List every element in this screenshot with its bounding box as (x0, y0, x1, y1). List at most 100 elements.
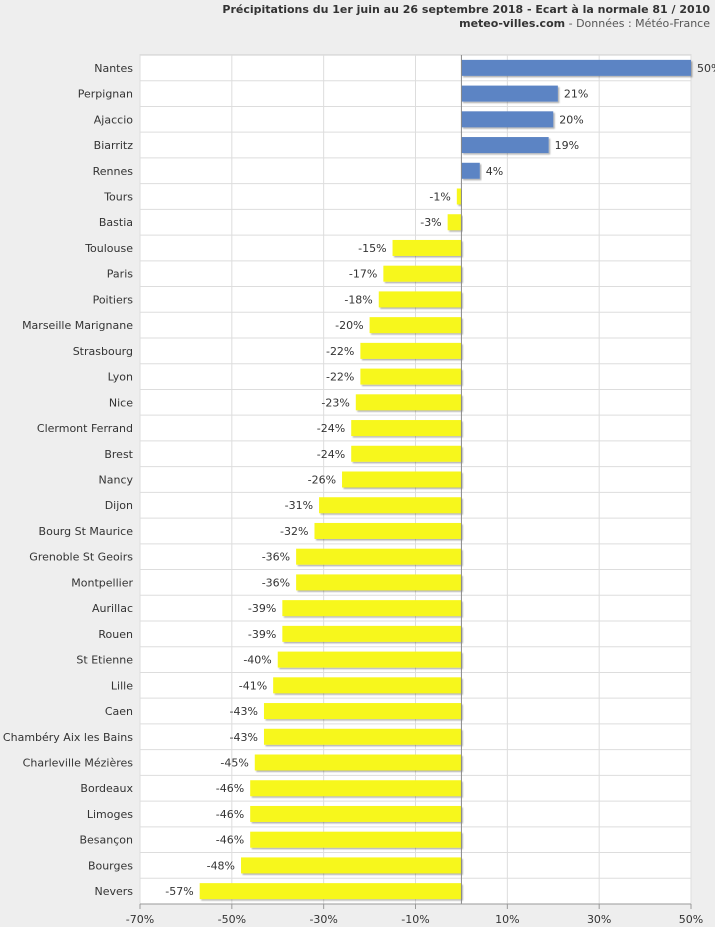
value-label: -1% (429, 191, 450, 204)
category-label: Nantes (94, 62, 133, 75)
value-label: -20% (335, 319, 363, 332)
category-label: Caen (105, 705, 133, 718)
category-label: Paris (107, 268, 133, 281)
category-label: Aurillac (92, 602, 133, 615)
x-tick-label: 30% (587, 913, 611, 926)
category-label: Tours (103, 191, 133, 204)
value-labels: 50% 21% 20% 19% 4% -1% -3% -15% -17% -18% -20% -22%… (165, 62, 715, 898)
x-tick-label: -10% (401, 913, 429, 926)
value-label: -3% (420, 216, 441, 229)
value-label: 21% (564, 88, 588, 101)
value-label: -22% (326, 345, 354, 358)
category-label: Limoges (87, 808, 133, 821)
category-label: Besançon (79, 834, 133, 847)
bar (250, 805, 462, 822)
chart-header: Précipitations du 1er juin au 26 septemb… (5, 3, 710, 31)
value-label: -36% (262, 551, 290, 564)
bar (319, 497, 462, 514)
x-tick-label: 50% (679, 913, 703, 926)
value-label: -57% (165, 885, 193, 898)
bar (461, 59, 691, 76)
category-label: Biarritz (94, 139, 134, 152)
category-label: Nevers (94, 885, 133, 898)
bars-group (199, 55, 691, 904)
category-label: Lille (111, 679, 133, 692)
chart-subtitle: meteo-villes.com - Données : Météo-Franc… (5, 17, 710, 31)
category-label: Poitiers (93, 293, 134, 306)
category-label: Clermont Ferrand (37, 422, 133, 435)
x-axis-ticks: -70% -50% -30% -10% 10% 30% 50% (126, 903, 703, 926)
category-label: Charleville Mézières (23, 757, 134, 770)
value-label: -46% (216, 782, 244, 795)
category-label: Toulouse (84, 242, 133, 255)
value-label: 50% (697, 62, 715, 75)
category-label: Ajaccio (94, 113, 133, 126)
category-label: Bastia (99, 216, 133, 229)
bar (360, 342, 462, 359)
bar (273, 677, 462, 694)
bar (277, 651, 462, 668)
bar (392, 239, 462, 256)
value-label: -31% (285, 499, 313, 512)
value-label: -22% (326, 371, 354, 384)
bar (250, 831, 462, 848)
bar (461, 162, 480, 179)
category-label: Marseille Marignane (22, 319, 133, 332)
value-label: -26% (308, 474, 336, 487)
bar (369, 317, 462, 334)
bar (456, 188, 462, 205)
bar (461, 111, 554, 128)
chart-title: Précipitations du 1er juin au 26 septemb… (222, 3, 710, 16)
category-label: Brest (104, 448, 133, 461)
category-label: Nice (109, 396, 133, 409)
bar (342, 471, 462, 488)
data-source: - Données : Météo-France (565, 17, 710, 30)
category-label: Bordeaux (80, 782, 133, 795)
value-label: -46% (216, 808, 244, 821)
x-tick-label: -30% (309, 913, 337, 926)
bar (263, 728, 462, 745)
value-label: -43% (230, 705, 258, 718)
category-labels: Nantes Perpignan Ajaccio Biarritz Rennes Tour… (3, 62, 134, 898)
bar (314, 522, 462, 539)
category-label: Dijon (105, 499, 133, 512)
bar (250, 780, 462, 797)
category-label: Rennes (93, 165, 134, 178)
value-label: -39% (248, 628, 276, 641)
bar (241, 857, 462, 874)
bar (383, 265, 462, 282)
bar (360, 368, 462, 385)
value-label: -41% (239, 679, 267, 692)
site-name: meteo-villes.com (459, 17, 566, 30)
value-label: -17% (349, 268, 377, 281)
value-label: -32% (280, 525, 308, 538)
bar (447, 214, 462, 231)
value-label: -39% (248, 602, 276, 615)
bar (282, 600, 462, 617)
value-label: -40% (243, 654, 271, 667)
category-label: Nancy (99, 474, 134, 487)
bar (254, 754, 462, 771)
bar (296, 574, 462, 591)
category-label: Chambéry Aix les Bains (3, 731, 133, 744)
value-label: -43% (230, 731, 258, 744)
value-label: -24% (317, 422, 345, 435)
value-label: -23% (321, 396, 349, 409)
category-label: Rouen (98, 628, 133, 641)
value-label: 19% (555, 139, 579, 152)
bar (263, 703, 462, 720)
x-tick-label: 10% (495, 913, 519, 926)
value-label: -15% (358, 242, 386, 255)
value-label: -36% (262, 576, 290, 589)
x-tick-label: -70% (126, 913, 154, 926)
category-label: Montpellier (71, 576, 133, 589)
category-label: St Etienne (76, 654, 133, 667)
value-label: -46% (216, 834, 244, 847)
bar (296, 548, 462, 565)
bar (378, 291, 462, 308)
value-label: 20% (559, 113, 583, 126)
bar (355, 394, 462, 411)
value-label: -24% (317, 448, 345, 461)
value-label: -45% (220, 757, 248, 770)
